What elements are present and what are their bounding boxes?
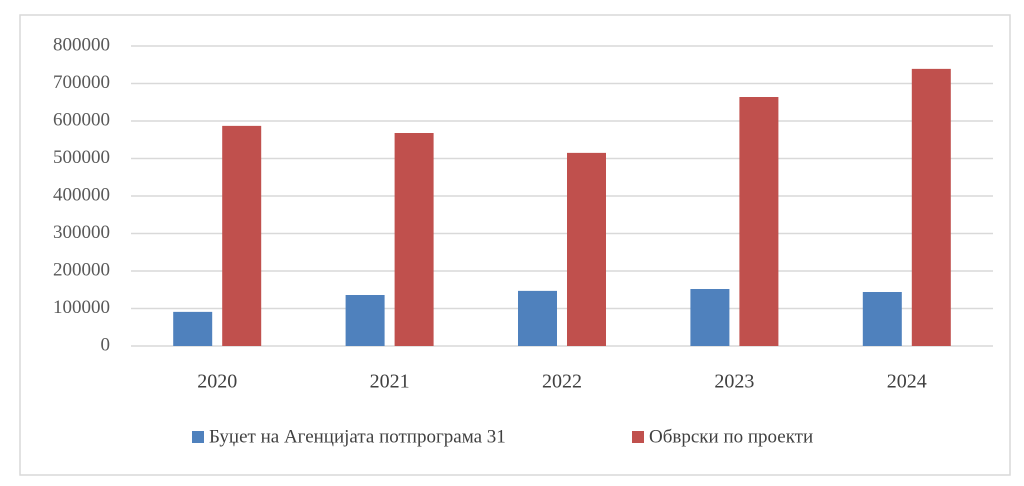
y-tick-label: 100000 (53, 297, 110, 318)
bar (690, 289, 730, 346)
bar (173, 311, 213, 346)
legend-label: Буџет на Агенцијата потпрограма 31 (209, 426, 506, 447)
bar (739, 97, 779, 346)
x-tick-label: 2020 (197, 371, 237, 393)
y-tick-label: 700000 (53, 72, 110, 93)
legend-swatch (632, 431, 644, 443)
bar (518, 290, 557, 346)
y-tick-label: 500000 (53, 147, 110, 168)
y-tick-label: 600000 (53, 109, 110, 130)
bar (222, 125, 262, 346)
legend-label: Обврски по проекти (649, 426, 813, 447)
y-tick-label: 0 (101, 334, 111, 355)
bar (911, 68, 951, 346)
x-tick-label: 2023 (714, 371, 754, 393)
x-tick-label: 2021 (370, 371, 410, 393)
bar (345, 295, 385, 346)
y-tick-label: 800000 (53, 34, 110, 55)
legend-swatch (192, 431, 204, 443)
x-tick-label: 2022 (542, 371, 582, 393)
y-tick-label: 200000 (53, 259, 110, 280)
chart-frame (19, 14, 1011, 476)
bar (567, 152, 606, 346)
bar (394, 133, 434, 346)
bar (862, 292, 902, 346)
x-tick-label: 2024 (887, 371, 927, 393)
y-tick-label: 300000 (53, 222, 110, 243)
y-tick-label: 400000 (53, 184, 110, 205)
